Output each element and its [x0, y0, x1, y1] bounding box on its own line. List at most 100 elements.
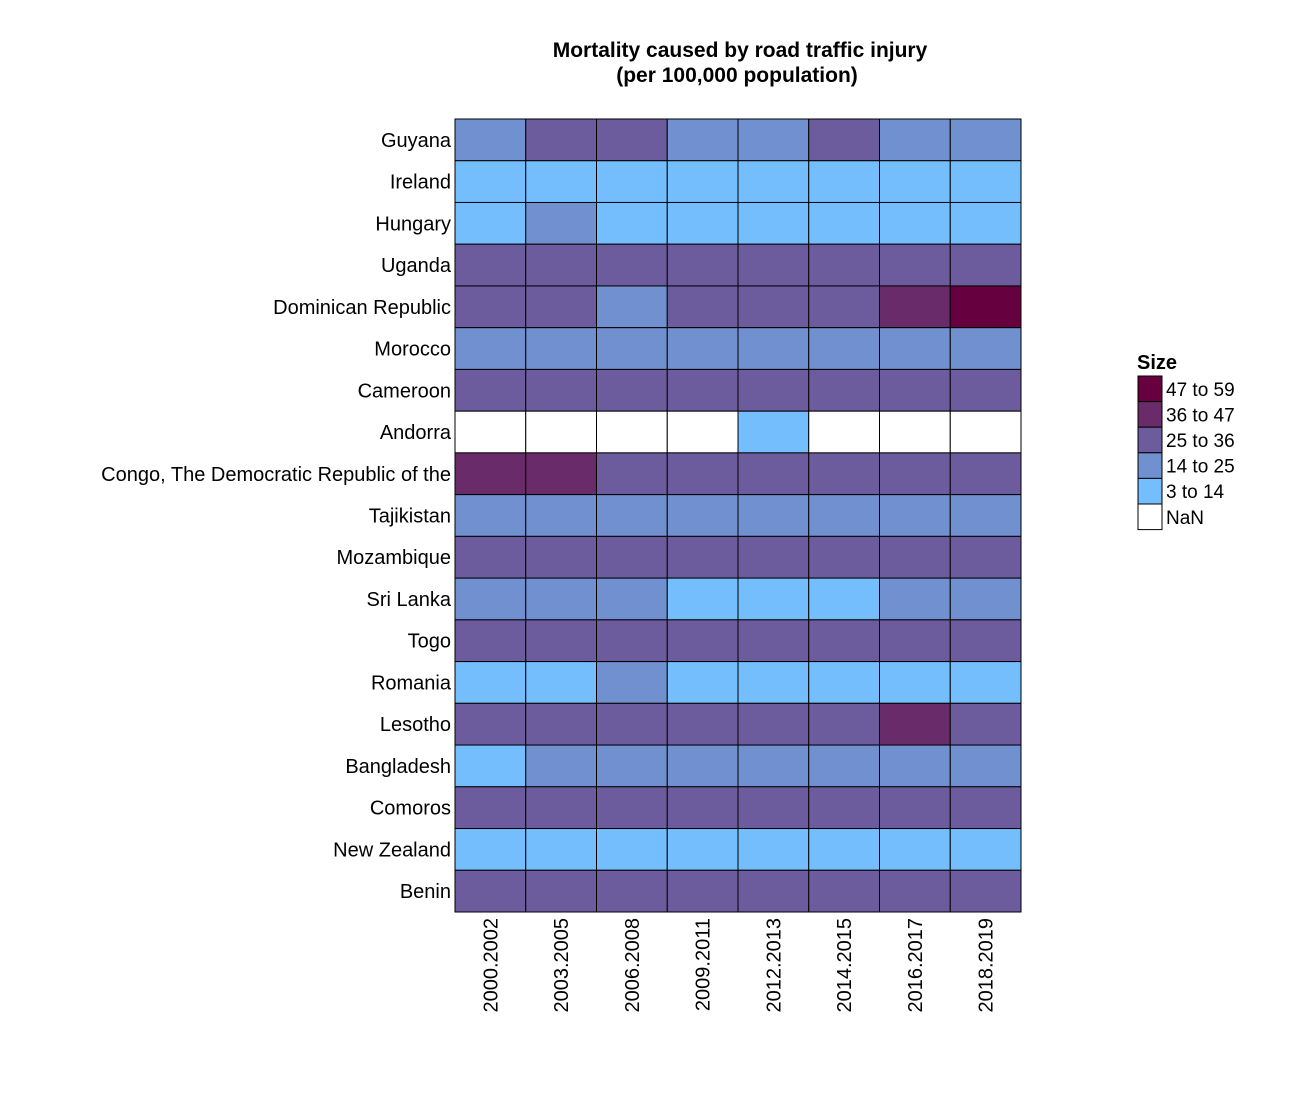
legend-swatch — [1137, 452, 1163, 479]
heatmap-cell — [666, 368, 739, 412]
column-label: 2014.2015 — [834, 918, 856, 1013]
row-label: Congo, The Democratic Republic of the — [101, 464, 451, 486]
heatmap-cell — [454, 869, 527, 913]
heatmap-cell — [525, 452, 597, 496]
heatmap-cell — [525, 327, 597, 370]
heatmap-cell — [879, 786, 951, 830]
column-label: 2009.2011 — [693, 918, 715, 1011]
heatmap-cell — [737, 786, 810, 830]
heatmap-cell — [949, 410, 1022, 454]
heatmap-cell — [454, 285, 527, 329]
heatmap-cell — [949, 243, 1022, 287]
heatmap-cell — [454, 327, 527, 370]
heatmap-cell — [525, 535, 597, 579]
heatmap-cell — [879, 619, 951, 663]
legend-label: 14 to 25 — [1166, 457, 1235, 478]
heatmap-cell — [666, 243, 739, 287]
heatmap-cell — [949, 786, 1022, 830]
heatmap-cell — [525, 702, 597, 746]
heatmap-cell — [454, 160, 527, 203]
heatmap-cell — [949, 869, 1022, 913]
legend-swatch — [1137, 503, 1163, 531]
row-label: Ireland — [390, 172, 451, 194]
heatmap-cell — [596, 494, 668, 537]
legend-swatch — [1137, 477, 1163, 505]
heatmap-cell — [666, 577, 739, 621]
heatmap-cell — [454, 702, 527, 746]
heatmap-cell — [596, 535, 668, 579]
heatmap-cell — [808, 786, 880, 830]
heatmap-cell — [666, 285, 739, 329]
heatmap-cell — [454, 828, 527, 871]
heatmap-cell — [596, 828, 668, 871]
heatmap-cell — [949, 285, 1022, 329]
heatmap-cell — [879, 368, 951, 412]
heatmap-cell — [879, 702, 951, 746]
heatmap-cell — [454, 118, 527, 162]
heatmap-cell — [596, 160, 668, 203]
heatmap-cell — [525, 619, 597, 663]
row-label: Romania — [371, 672, 452, 694]
heatmap-cell — [596, 243, 668, 287]
heatmap-cell — [525, 285, 597, 329]
heatmap-cell — [949, 160, 1022, 203]
row-label: Togo — [408, 631, 451, 653]
heatmap-cell — [737, 160, 810, 203]
heatmap-cells — [454, 118, 1022, 913]
heatmap-cell — [949, 368, 1022, 412]
heatmap-cell — [949, 327, 1022, 370]
heatmap-cell — [949, 661, 1022, 704]
heatmap-cell — [808, 327, 880, 370]
heatmap-cell — [808, 535, 880, 579]
heatmap-cell — [879, 243, 951, 287]
heatmap-cell — [666, 702, 739, 746]
heatmap-cell — [454, 368, 527, 412]
column-label: 2000.2002 — [480, 918, 502, 1013]
heatmap-cell — [737, 452, 810, 496]
heatmap-cell — [666, 160, 739, 203]
heatmap-cell — [454, 786, 527, 830]
heatmap-cell — [454, 577, 527, 621]
legend-swatch — [1137, 375, 1163, 403]
row-label: Mozambique — [336, 547, 451, 569]
heatmap-cell — [737, 535, 810, 579]
heatmap-cell — [737, 285, 810, 329]
heatmap-cell — [525, 786, 597, 830]
heatmap-cell — [737, 828, 810, 871]
heatmap-cell — [666, 535, 739, 579]
row-label: Bangladesh — [345, 756, 451, 778]
heatmap-cell — [737, 702, 810, 746]
heatmap-cell — [525, 160, 597, 203]
heatmap-cell — [808, 201, 880, 245]
heatmap-cell — [666, 494, 739, 537]
heatmap-cell — [596, 786, 668, 830]
row-label: New Zealand — [333, 839, 451, 861]
heatmap-cell — [949, 619, 1022, 663]
heatmap-cell — [808, 744, 880, 788]
row-label: Cameroon — [358, 380, 451, 402]
heatmap-cell — [737, 118, 810, 162]
heatmap-cell — [525, 744, 597, 788]
heatmap-cell — [879, 285, 951, 329]
heatmap-cell — [949, 828, 1022, 871]
heatmap-cell — [879, 452, 951, 496]
heatmap-cell — [596, 869, 668, 913]
heatmap-cell — [808, 661, 880, 704]
heatmap-cell — [808, 494, 880, 537]
row-label: Morocco — [374, 339, 451, 361]
heatmap-cell — [596, 118, 668, 162]
heatmap-cell — [879, 661, 951, 704]
chart-title: Mortality caused by road traffic injury — [553, 39, 928, 62]
heatmap-cell — [666, 786, 739, 830]
heatmap-cell — [737, 494, 810, 537]
legend-label: 3 to 14 — [1166, 482, 1225, 503]
heatmap-cell — [596, 702, 668, 746]
row-label: Tajikistan — [369, 506, 451, 528]
heatmap-cell — [737, 619, 810, 663]
row-labels: Guyana Ireland Hungary Uganda Dominican Repu… — [101, 130, 452, 903]
heatmap-cell — [596, 744, 668, 788]
heatmap-cell — [949, 702, 1022, 746]
heatmap-cell — [949, 118, 1022, 162]
heatmap-cell — [666, 118, 739, 162]
